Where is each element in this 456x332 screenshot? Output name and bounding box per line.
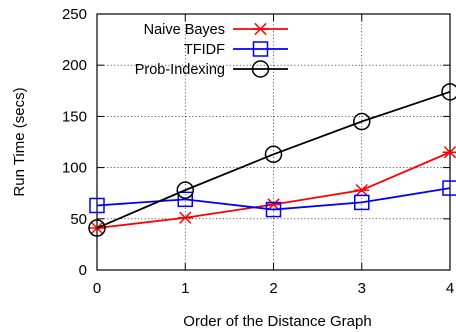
data-point (176, 181, 194, 199)
data-point (442, 146, 456, 159)
x-axis-label: Order of the Distance Graph (183, 313, 371, 330)
y-tick-label: 200 (62, 57, 87, 74)
series-prob-indexing (88, 83, 456, 237)
data-point (354, 183, 370, 197)
series-line (96, 90, 451, 229)
series-tfidf (89, 180, 456, 218)
circle-marker (251, 60, 270, 78)
legend-label: Prob-Indexing (135, 62, 225, 78)
y-axis-label: Run Time (secs) (11, 87, 28, 196)
data-point (177, 191, 193, 208)
x-tick-label: 1 (181, 280, 189, 297)
legend-label: Naive Bayes (144, 22, 225, 38)
y-tick-label: 150 (62, 108, 87, 125)
legend-item: Naive Bayes (144, 22, 288, 38)
data-point (442, 180, 456, 196)
data-point (264, 145, 283, 164)
data-point (353, 112, 371, 131)
legend-item: Prob-Indexing (135, 60, 288, 78)
grid (97, 14, 450, 270)
series (88, 83, 456, 237)
data-point (177, 211, 193, 224)
x-tick-label: 2 (269, 280, 277, 297)
x-tick-label: 3 (358, 280, 366, 297)
series-line (96, 187, 451, 211)
legend: Naive Bayes TFIDF Prob-Indexing (135, 22, 288, 78)
x-tick-label: 4 (446, 280, 454, 297)
y-tick-label: 250 (62, 6, 87, 23)
data-point (441, 83, 456, 101)
data-point (266, 198, 281, 211)
asterisk-marker (253, 22, 268, 36)
y-tick-label: 100 (62, 160, 87, 177)
square-marker (252, 41, 269, 57)
legend-item: TFIDF (184, 41, 288, 58)
y-tick-label: 50 (70, 211, 87, 228)
data-point (265, 201, 282, 218)
data-point (354, 194, 370, 211)
legend-label: TFIDF (184, 42, 225, 58)
axis-ticks: 0 50 100 150 200 250 0 1 2 3 4 (62, 6, 454, 297)
x-tick-label: 0 (93, 280, 101, 297)
series-naive-bayes (89, 146, 456, 235)
data-point (88, 219, 106, 237)
data-point (89, 197, 105, 214)
y-tick-label: 0 (79, 262, 87, 279)
